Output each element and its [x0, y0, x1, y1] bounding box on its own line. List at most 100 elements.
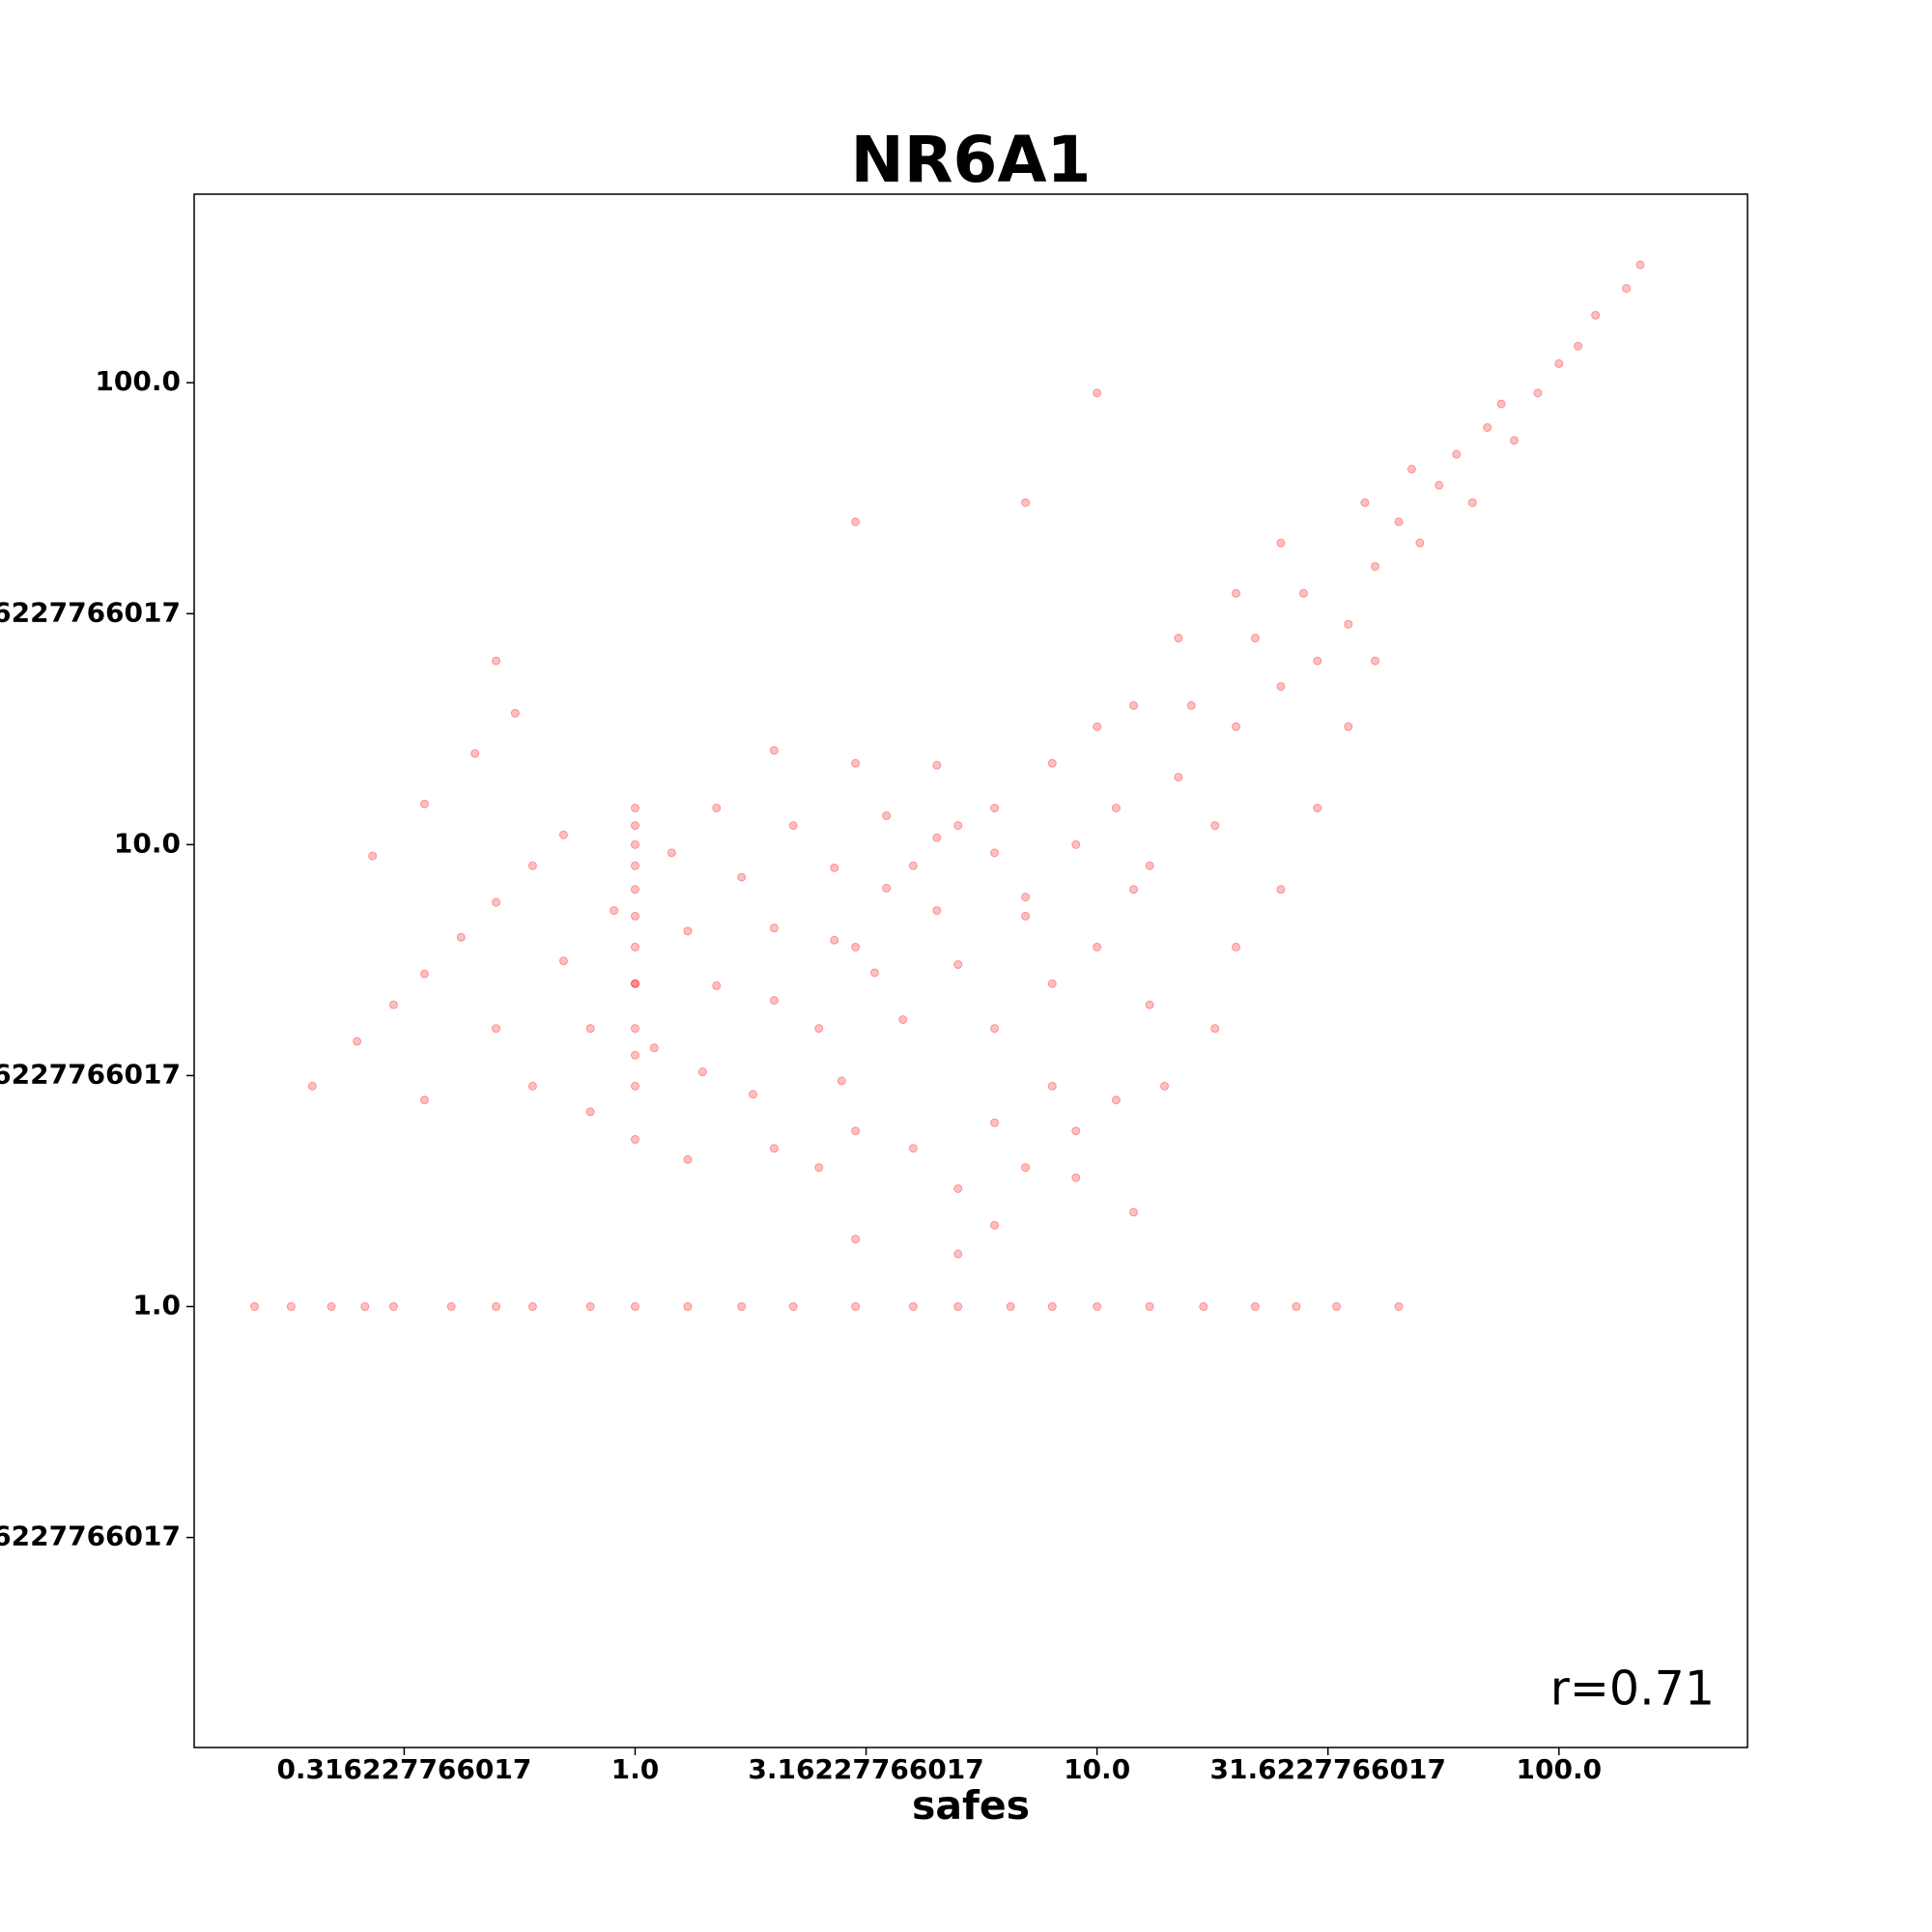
point [1021, 911, 1031, 921]
point [1174, 772, 1183, 781]
point [585, 1302, 595, 1312]
point [585, 1024, 595, 1034]
x-tick-label: 100.0 [1517, 1753, 1603, 1785]
point [1415, 538, 1425, 548]
point [769, 746, 779, 755]
point [630, 1081, 639, 1091]
point [908, 1144, 918, 1153]
point [737, 1302, 747, 1312]
point [630, 821, 639, 831]
point [953, 1183, 963, 1193]
point [1174, 634, 1183, 643]
point [630, 803, 639, 812]
point [1071, 839, 1081, 849]
point [1047, 1081, 1057, 1091]
point [388, 1000, 398, 1009]
point [585, 1107, 595, 1117]
point [1344, 722, 1353, 731]
point [1292, 1302, 1301, 1312]
point [630, 979, 639, 988]
point [990, 848, 1000, 858]
point [749, 1090, 758, 1099]
point [667, 848, 676, 858]
x-tick-label: 1.0 [611, 1753, 660, 1785]
x-axis-label: safes [912, 1782, 1030, 1829]
point [1111, 1095, 1121, 1105]
point [1111, 803, 1121, 812]
point [1047, 758, 1057, 768]
point [1276, 885, 1286, 895]
point [353, 1037, 362, 1046]
point [953, 960, 963, 970]
point [419, 1095, 429, 1105]
point [630, 942, 639, 952]
point [558, 830, 568, 839]
point [1360, 497, 1370, 507]
point [1371, 561, 1380, 571]
point [527, 861, 537, 870]
x-tick-label: 10.0 [1064, 1753, 1130, 1785]
point [1622, 284, 1632, 294]
y-tick-label: 10.0 [114, 827, 181, 859]
point [327, 1302, 336, 1312]
point [1554, 358, 1564, 368]
point [712, 980, 722, 990]
point [1160, 1081, 1170, 1091]
point [932, 760, 942, 770]
point [630, 1024, 639, 1034]
point [1394, 1302, 1404, 1312]
annotation: r=0.71 [1550, 1662, 1715, 1717]
point [990, 1024, 1000, 1034]
point [1591, 310, 1601, 320]
point [1298, 588, 1308, 598]
point [683, 926, 693, 936]
plot-area [250, 260, 1645, 1312]
point [882, 883, 892, 893]
point [630, 1050, 639, 1060]
point [286, 1302, 296, 1312]
point [769, 996, 779, 1006]
point [1371, 656, 1380, 666]
x-tick-label: 3.16227766017 [748, 1753, 983, 1785]
point [1574, 341, 1583, 351]
point [1344, 619, 1353, 629]
point [953, 1249, 963, 1259]
point [630, 839, 639, 849]
point [1635, 260, 1645, 270]
point [307, 1081, 317, 1091]
point [712, 803, 722, 812]
point [470, 749, 480, 758]
point [630, 1302, 639, 1312]
y-tick-label: 3.16227766017 [0, 1058, 181, 1090]
point [869, 968, 879, 978]
point [908, 1302, 918, 1312]
x-tick-label: 31.6227766017 [1210, 1753, 1446, 1785]
point [1210, 821, 1220, 831]
point [898, 1014, 908, 1024]
point [851, 1235, 861, 1244]
point [1047, 979, 1057, 988]
y-tick-label: 100.0 [95, 365, 181, 397]
point [1093, 1302, 1102, 1312]
point [368, 851, 378, 861]
point [492, 656, 501, 666]
point [492, 897, 501, 907]
point [1129, 700, 1139, 710]
point [1021, 1163, 1031, 1173]
point [1186, 700, 1196, 710]
point [1509, 436, 1519, 445]
point [851, 1126, 861, 1136]
point [882, 810, 892, 820]
point [830, 935, 839, 945]
point [990, 1220, 1000, 1230]
point [814, 1163, 824, 1173]
x-tick-label: 0.316227766017 [276, 1753, 531, 1785]
point [932, 906, 942, 916]
point [769, 923, 779, 933]
y-tick-label: 31.6227766017 [0, 596, 181, 628]
point [830, 863, 839, 872]
point [1313, 803, 1322, 812]
point [1250, 634, 1260, 643]
point [1394, 517, 1404, 526]
